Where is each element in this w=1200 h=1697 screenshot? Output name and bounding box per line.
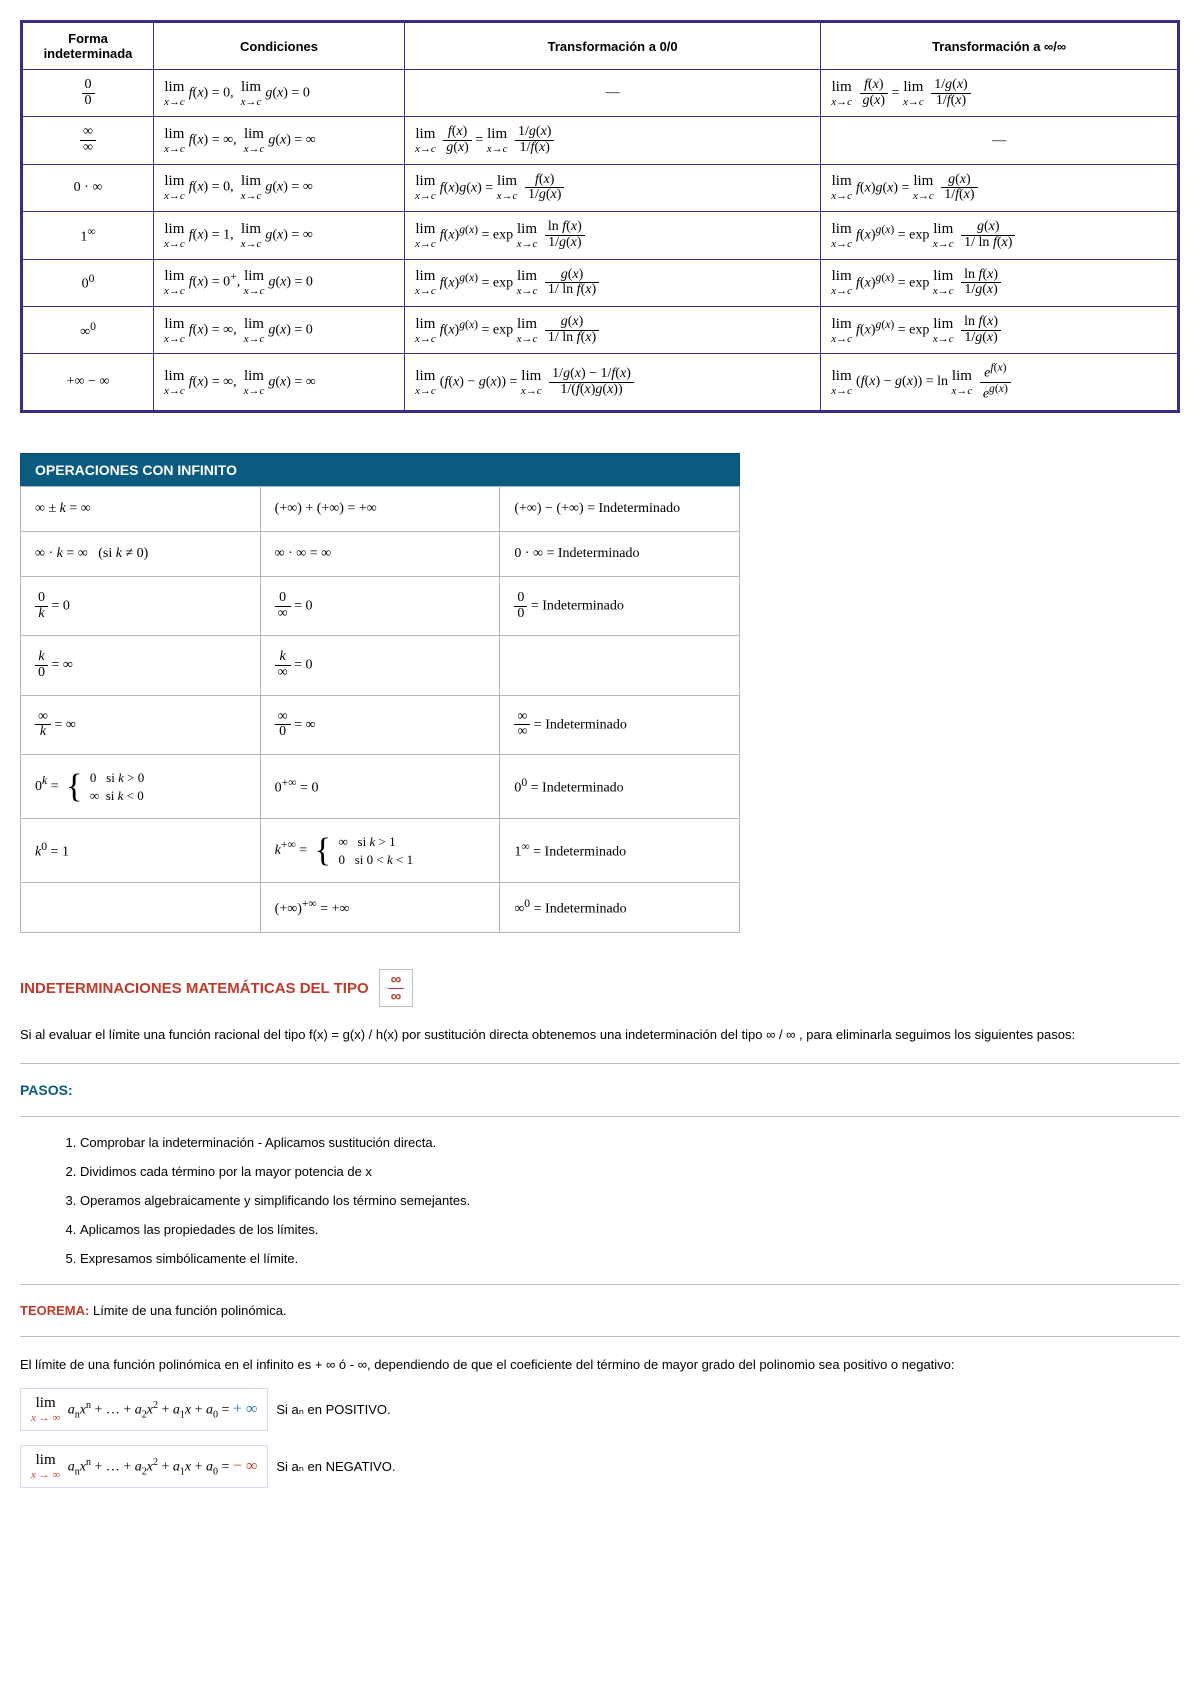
table-row: (+∞)+∞ = +∞ ∞0 = Indeterminado bbox=[21, 883, 740, 933]
table-row: k0 = ∞ k∞ = 0 bbox=[21, 636, 740, 695]
divider bbox=[20, 1116, 1180, 1117]
steps-list: Comprobar la indeterminación - Aplicamos… bbox=[80, 1135, 1180, 1266]
table-row: ∞ ± k = ∞ (+∞) + (+∞) = +∞ (+∞) − (+∞) =… bbox=[21, 486, 740, 531]
divider bbox=[20, 1336, 1180, 1337]
table-row: ∞∞ limx→cf(x) = ∞, limx→cg(x) = ∞ limx→c… bbox=[22, 117, 1179, 164]
t1-h3: Transformación a 0/0 bbox=[405, 22, 821, 70]
divider bbox=[20, 1063, 1180, 1064]
t1-h4: Transformación a ∞/∞ bbox=[821, 22, 1179, 70]
table-row: ∞0 limx→cf(x) = ∞, limx→cg(x) = 0 limx→c… bbox=[22, 306, 1179, 353]
table-row: 0k = 0 0∞ = 0 00 = Indeterminado bbox=[21, 576, 740, 635]
teorema-body: El límite de una función polinómica en e… bbox=[20, 1355, 1180, 1375]
t1-h2: Condiciones bbox=[154, 22, 405, 70]
pasos-label: PASOS: bbox=[20, 1082, 1180, 1098]
t2-header: OPERACIONES CON INFINITO bbox=[21, 453, 740, 486]
infinity-operations-table: OPERACIONES CON INFINITO ∞ ± k = ∞ (+∞) … bbox=[20, 453, 740, 933]
table-row: 1∞ limx→cf(x) = 1, limx→cg(x) = ∞ limx→c… bbox=[22, 212, 1179, 259]
table-row: 0k = { 0 si k > 0 ∞ si k < 0 0+∞ = 0 00 … bbox=[21, 755, 740, 819]
table-row: 00 limx→cf(x) = 0, limx→cg(x) = 0 — limx… bbox=[22, 70, 1179, 117]
indeterminate-forms-table: Forma indeterminada Condiciones Transfor… bbox=[20, 20, 1180, 413]
teorema-line: TEOREMA: Límite de una función polinómic… bbox=[20, 1303, 1180, 1318]
table-row: 00 limx→cf(x) = 0+, limx→cg(x) = 0 limx→… bbox=[22, 259, 1179, 306]
poly-limit-positive: limx → ∞ anxn + … + a2x2 + a1x + a0 = + … bbox=[20, 1388, 1180, 1431]
divider bbox=[20, 1284, 1180, 1285]
table-row: +∞ − ∞ limx→cf(x) = ∞, limx→cg(x) = ∞ li… bbox=[22, 354, 1179, 412]
list-item: Aplicamos las propiedades de los límites… bbox=[80, 1222, 1180, 1237]
list-item: Dividimos cada término por la mayor pote… bbox=[80, 1164, 1180, 1179]
section-title: INDETERMINACIONES MATEMÁTICAS DEL TIPO ∞… bbox=[20, 969, 1180, 1008]
list-item: Operamos algebraicamente y simplificando… bbox=[80, 1193, 1180, 1208]
intro-paragraph: Si al evaluar el límite una función raci… bbox=[20, 1025, 1180, 1045]
table-row: ∞k = ∞ ∞0 = ∞ ∞∞ = Indeterminado bbox=[21, 695, 740, 754]
table-row: k0 = 1 k+∞ = { ∞ si k > 1 0 si 0 < k < 1… bbox=[21, 819, 740, 883]
poly-limit-negative: limx → ∞ anxn + … + a2x2 + a1x + a0 = − … bbox=[20, 1445, 1180, 1488]
t1-h1: Forma indeterminada bbox=[22, 22, 154, 70]
list-item: Comprobar la indeterminación - Aplicamos… bbox=[80, 1135, 1180, 1150]
list-item: Expresamos simbólicamente el límite. bbox=[80, 1251, 1180, 1266]
table-row: 0 · ∞ limx→cf(x) = 0, limx→cg(x) = ∞ lim… bbox=[22, 164, 1179, 211]
table-row: ∞ · k = ∞ (si k ≠ 0) ∞ · ∞ = ∞ 0 · ∞ = I… bbox=[21, 531, 740, 576]
